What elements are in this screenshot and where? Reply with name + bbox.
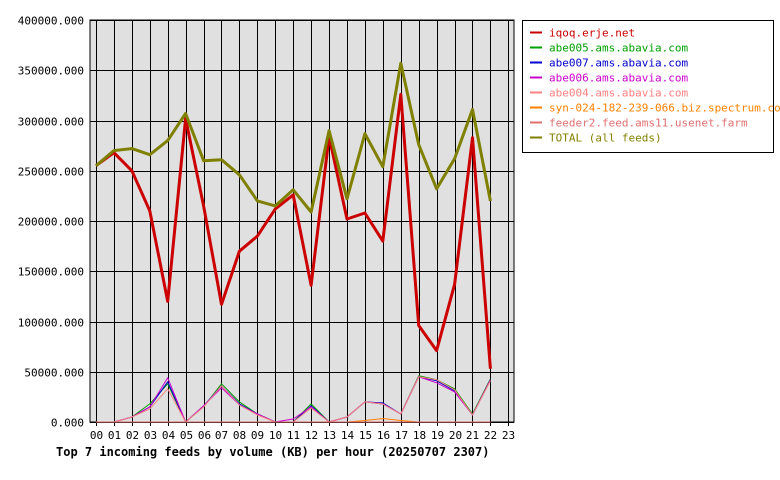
x-tick-label: 01 [108, 429, 121, 442]
chart-title: Top 7 incoming feeds by volume (KB) per … [56, 445, 489, 459]
legend-label: abe004.ams.abavia.com [549, 87, 688, 100]
legend-label: feeder2.feed.ams11.usenet.farm [549, 117, 748, 130]
y-tick-label: 150000.000 [18, 266, 84, 279]
legend-box [522, 20, 774, 153]
y-tick-label: 300000.000 [18, 116, 84, 129]
x-tick-label: 07 [215, 429, 228, 442]
legend-label: iqoq.erje.net [549, 27, 635, 40]
y-tick-label: 0.000 [51, 417, 84, 430]
legend-label: syn-024-182-239-066.biz.spectrum.com [549, 102, 780, 115]
plot-area [89, 19, 515, 423]
x-tick-label: 11 [287, 429, 300, 442]
y-tick-label: 350000.000 [18, 65, 84, 78]
legend: iqoq.erje.net abe005.ams.abavia.com abe007… [522, 20, 780, 153]
x-tick-label: 05 [180, 429, 193, 442]
y-tick-label: 400000.000 [18, 15, 84, 28]
series-line [95, 92, 492, 369]
legend-label: abe005.ams.abavia.com [549, 42, 688, 55]
x-tick-label: 16 [377, 429, 390, 442]
x-tick-label: 14 [341, 429, 355, 442]
y-tick-label: 200000.000 [18, 216, 84, 229]
x-tick-label: 15 [359, 429, 372, 442]
x-tick-label: 02 [126, 429, 139, 442]
x-tick-label: 22 [484, 429, 497, 442]
legend-label: abe007.ams.abavia.com [549, 57, 688, 70]
x-tick-label: 06 [198, 429, 211, 442]
x-tick-label: 00 [90, 429, 103, 442]
series-line [96, 376, 491, 423]
x-tick-label: 23 [502, 429, 515, 442]
x-tick-label: 08 [233, 429, 246, 442]
x-tick-label: 19 [431, 429, 444, 442]
x-tick-label: 10 [269, 429, 282, 442]
series [95, 61, 492, 423]
axes: 0.000 50000.000 100000.000 150000.000 200000… [18, 15, 515, 443]
legend-label: TOTAL (all feeds) [549, 132, 662, 145]
y-tick-label: 50000.000 [24, 367, 84, 380]
x-tick-label: 13 [323, 429, 336, 442]
x-tick-label: 12 [305, 429, 318, 442]
x-tick-label: 04 [162, 429, 176, 442]
y-tick-label: 250000.000 [18, 166, 84, 179]
y-tick-label: 100000.000 [18, 317, 84, 330]
x-tick-label: 03 [144, 429, 157, 442]
legend-label: abe006.ams.abavia.com [549, 72, 688, 85]
x-tick-label: 17 [395, 429, 408, 442]
x-tick-label: 20 [449, 429, 462, 442]
series-line [95, 61, 492, 214]
x-tick-label: 18 [413, 429, 426, 442]
x-tick-label: 09 [251, 429, 264, 442]
x-tick-label: 21 [466, 429, 479, 442]
